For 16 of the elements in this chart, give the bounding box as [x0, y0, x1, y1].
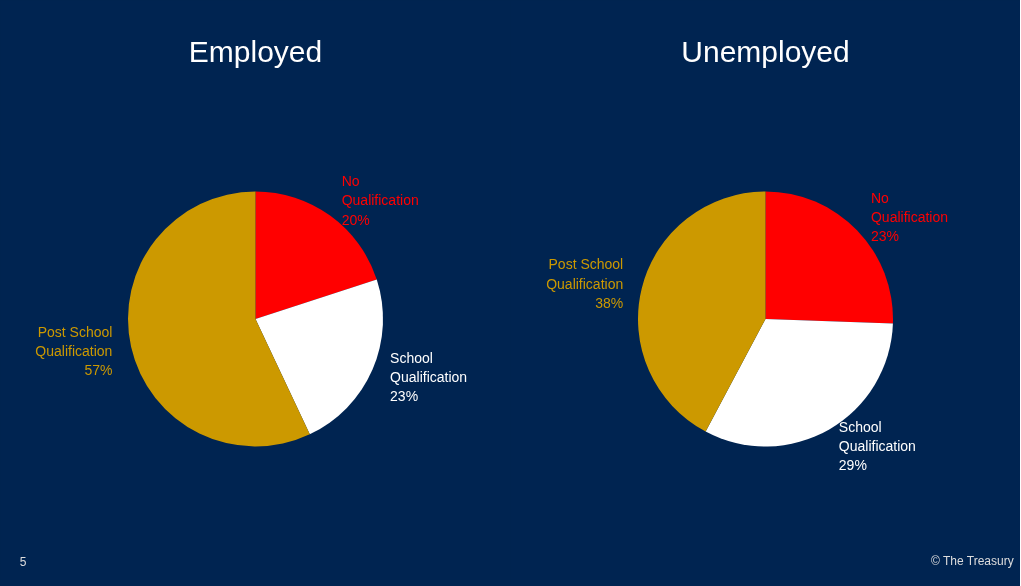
- slice-label: Post School Qualification: [35, 323, 113, 359]
- data-label: 29%: [838, 457, 867, 474]
- data-label: 57%: [84, 362, 113, 379]
- text: 5: [19, 554, 27, 569]
- chart-title: Unemployed: [681, 34, 850, 68]
- slice-label: No Qualification: [870, 190, 949, 226]
- data-label: 23%: [390, 388, 419, 405]
- text: © The Treasury: [931, 554, 1014, 569]
- slice-label: Post School Qualification: [546, 256, 624, 292]
- data-label: 23%: [870, 228, 899, 245]
- slice-label: School Qualification: [390, 349, 468, 386]
- data-label: 38%: [595, 294, 624, 311]
- chart-title: Employed: [188, 34, 323, 68]
- slice-label: No Qualification: [341, 173, 419, 209]
- data-label: 20%: [341, 211, 370, 228]
- slice-label: School Qualification: [838, 418, 916, 454]
